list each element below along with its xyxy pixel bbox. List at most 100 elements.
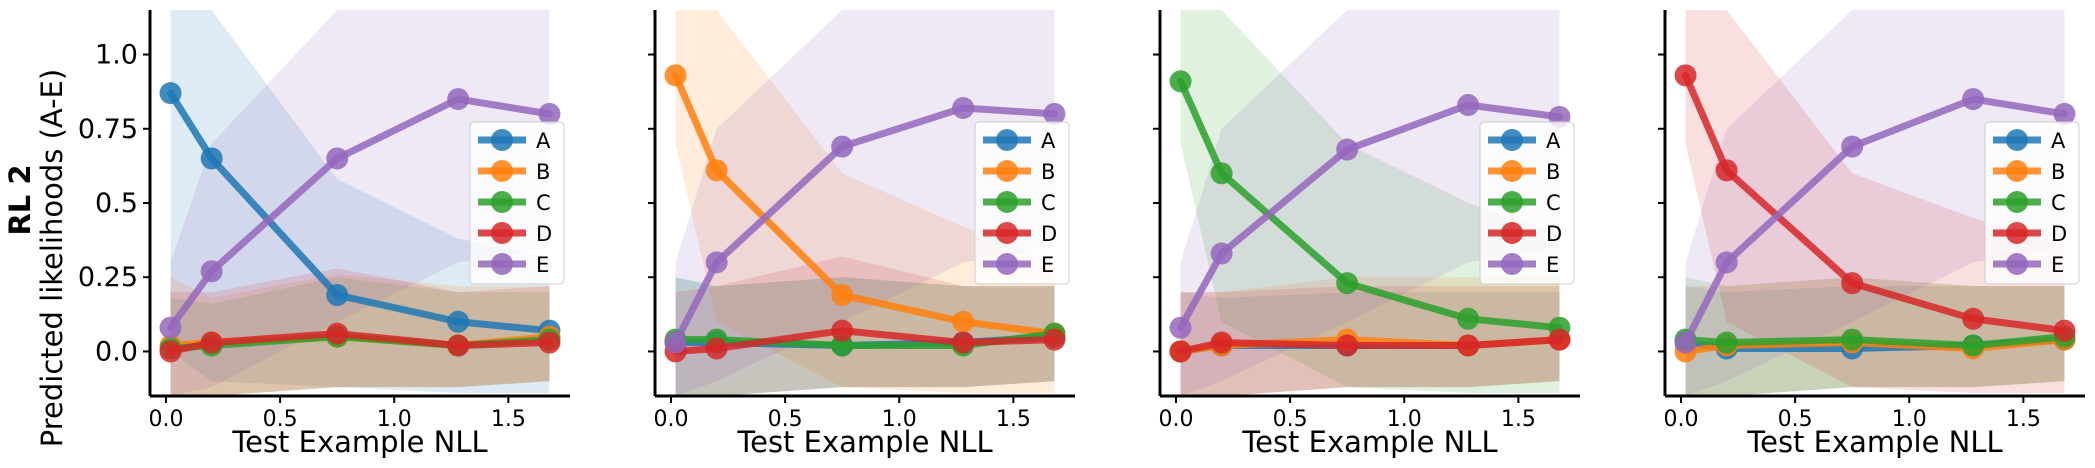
legend-label-D: D xyxy=(536,222,552,246)
marker-A xyxy=(159,82,182,105)
marker-E xyxy=(200,260,223,283)
marker-D xyxy=(159,340,182,363)
y-tick-label: 0.75 xyxy=(78,114,138,145)
marker-A xyxy=(447,310,470,333)
x-tick-label: 0.0 xyxy=(148,407,183,432)
legend-label-C: C xyxy=(536,191,551,215)
band-A xyxy=(170,10,550,394)
legend-marker-D xyxy=(2006,222,2028,244)
x-axis-label: Test Example NLL xyxy=(736,425,992,459)
legend-marker-A xyxy=(1501,129,1523,151)
marker-D xyxy=(952,331,975,354)
legend-marker-E xyxy=(1501,253,1523,275)
marker-E xyxy=(326,147,349,170)
marker-E xyxy=(952,96,975,119)
x-tick-label: 1.5 xyxy=(2006,407,2041,432)
marker-E xyxy=(2053,102,2076,125)
legend-label-D: D xyxy=(1041,222,1057,246)
marker-D xyxy=(1210,331,1233,354)
legend-marker-A xyxy=(2006,129,2028,151)
band-B xyxy=(1685,277,2065,396)
legend-label-A: A xyxy=(1546,129,1561,153)
marker-E xyxy=(159,316,182,339)
legend-label-E: E xyxy=(1041,253,1054,277)
y-tick-label: 0.5 xyxy=(95,188,138,219)
legend-label-A: A xyxy=(536,129,551,153)
legend-marker-A xyxy=(996,129,1018,151)
marker-C xyxy=(1336,272,1359,295)
band-C xyxy=(1180,10,1560,394)
marker-A xyxy=(326,284,349,307)
marker-C xyxy=(1962,334,1985,357)
marker-D xyxy=(1715,159,1738,182)
band-D xyxy=(675,256,1055,396)
marker-E xyxy=(1336,138,1359,161)
x-tick-label: 0.5 xyxy=(768,407,803,432)
legend-marker-D xyxy=(1501,222,1523,244)
marker-C xyxy=(1169,70,1192,93)
band-B xyxy=(1180,277,1560,396)
x-tick-label: 0.5 xyxy=(1273,407,1308,432)
x-tick-label: 0.0 xyxy=(653,407,688,432)
marker-D xyxy=(1962,307,1985,330)
marker-B xyxy=(952,310,975,333)
marker-E xyxy=(705,251,728,274)
marker-D xyxy=(447,334,470,357)
legend-label-C: C xyxy=(1546,191,1561,215)
marker-E xyxy=(664,331,687,354)
marker-D xyxy=(1043,328,1066,351)
x-tick-label: 0.0 xyxy=(1158,407,1193,432)
band-C xyxy=(1685,277,2065,396)
legend-label-D: D xyxy=(1546,222,1562,246)
marker-C xyxy=(1841,328,1864,351)
legend-label-D: D xyxy=(2051,222,2067,246)
marker-D xyxy=(538,331,561,354)
band-A xyxy=(675,277,1055,396)
y-tick-label: 0.0 xyxy=(95,336,138,367)
y-tick-label: 1.0 xyxy=(95,40,138,71)
marker-D xyxy=(705,337,728,360)
legend-marker-B xyxy=(996,160,1018,182)
legend-label-E: E xyxy=(536,253,549,277)
x-tick-label: 0.5 xyxy=(1778,407,1813,432)
marker-D xyxy=(1169,340,1192,363)
marker-E xyxy=(1715,251,1738,274)
x-tick-label: 1.5 xyxy=(1501,407,1536,432)
y-axis-label: Predicted likelihoods (A-E) xyxy=(35,69,69,447)
legend-marker-E xyxy=(2006,253,2028,275)
legend-marker-A xyxy=(491,129,513,151)
marker-D xyxy=(831,319,854,342)
legend-marker-E xyxy=(491,253,513,275)
legend-label-B: B xyxy=(1041,160,1055,184)
legend-marker-E xyxy=(996,253,1018,275)
legend-label-C: C xyxy=(2051,191,2066,215)
row-label: RL 2 xyxy=(3,164,37,235)
legend-label-B: B xyxy=(536,160,550,184)
marker-E xyxy=(831,135,854,158)
legend-label-E: E xyxy=(1546,253,1559,277)
marker-E xyxy=(1457,94,1480,117)
legend-marker-C xyxy=(996,191,1018,213)
marker-D xyxy=(200,331,223,354)
marker-D xyxy=(1336,334,1359,357)
marker-E xyxy=(1169,316,1192,339)
marker-E xyxy=(1841,135,1864,158)
x-axis-label: Test Example NLL xyxy=(231,425,487,459)
marker-C xyxy=(1210,162,1233,185)
y-tick-label: 0.25 xyxy=(78,262,138,293)
marker-D xyxy=(1457,334,1480,357)
marker-D xyxy=(1841,272,1864,295)
legend-marker-B xyxy=(1501,160,1523,182)
marker-A xyxy=(200,147,223,170)
marker-B xyxy=(831,284,854,307)
x-tick-label: 1.0 xyxy=(882,407,917,432)
band-layer xyxy=(170,10,550,396)
legend-marker-B xyxy=(491,160,513,182)
